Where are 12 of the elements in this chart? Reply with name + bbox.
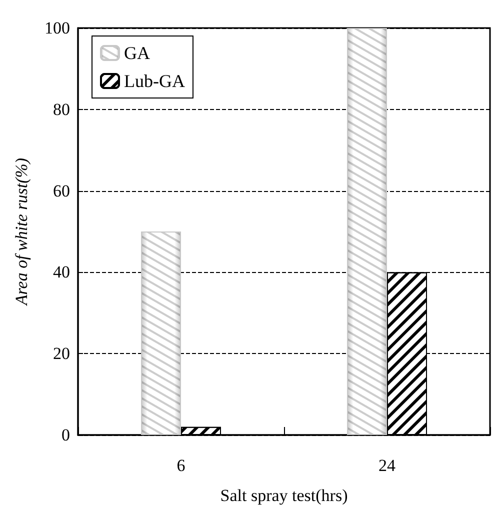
y-tick-label: 80 xyxy=(53,100,70,119)
y-tick-label: 40 xyxy=(53,262,70,282)
legend-label: GA xyxy=(124,43,150,63)
x-tick-label: 6 xyxy=(176,456,186,475)
y-tick-label: 60 xyxy=(53,181,70,200)
x-tick-label: 24 xyxy=(378,456,396,475)
x-axis-title: Salt spray test(hrs) xyxy=(220,486,348,505)
y-axis-title: Area of white rust(%) xyxy=(12,158,31,306)
y-tick-label: 20 xyxy=(53,344,70,364)
legend-label: Lub-GA xyxy=(124,71,185,91)
y-tick-label: 0 xyxy=(62,426,70,444)
y-tick-label: 100 xyxy=(44,18,70,38)
